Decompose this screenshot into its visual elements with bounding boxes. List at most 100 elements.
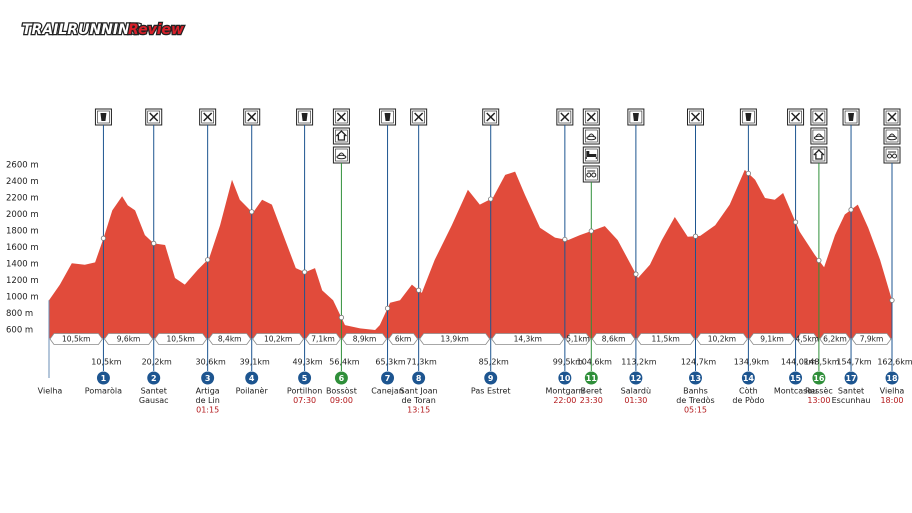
segment-label: 9,6km: [117, 335, 141, 344]
checkpoint-name: Ressèc: [805, 386, 833, 396]
service-icon-inner: [584, 148, 598, 162]
checkpoint-time: 05:15: [684, 406, 707, 415]
station-dot: [692, 233, 699, 239]
icon-cutlery: [336, 112, 346, 122]
segment-box: [491, 333, 565, 345]
checkpoint-time: 23:30: [580, 396, 603, 405]
service-icon-inner: [412, 110, 425, 124]
icon-cup: [100, 113, 107, 121]
checkpoint-number: 14: [743, 374, 755, 383]
station-dot: [633, 271, 639, 277]
segment-label: 8,9km: [353, 335, 377, 344]
icon-plate: [337, 152, 345, 157]
service-icon-inner: [742, 110, 755, 124]
segment-label: 7,9km: [860, 335, 884, 344]
service-icon-inner: [335, 110, 348, 124]
service-icon-inner: [629, 110, 643, 124]
checkpoint-time: 09:00: [330, 396, 353, 405]
icon-shower: [586, 172, 592, 178]
checkpoint-time: 13:15: [407, 406, 430, 415]
km-label: 85,2km: [479, 358, 509, 367]
checkpoint-name: Bossòst: [326, 386, 357, 396]
checkpoint-marker: [629, 371, 643, 385]
service-icon: [582, 165, 600, 183]
y-tick-label: 800 m: [6, 309, 33, 319]
checkpoint-number: 1: [101, 374, 107, 383]
segment-box: [636, 333, 696, 345]
service-icon-inner: [97, 110, 110, 124]
station-dot: [416, 287, 422, 293]
checkpoint-name: Montgarri: [546, 387, 585, 396]
icon-plate: [815, 133, 823, 138]
checkpoint-marker: [245, 371, 259, 385]
service-icon-inner: [885, 110, 899, 124]
checkpoint-marker: [844, 371, 858, 385]
service-icon-inner: [558, 110, 572, 124]
logo-text: TRAILRUNNING: [22, 22, 141, 38]
segment-label: 5,1km: [566, 335, 590, 344]
elevation-area: [49, 169, 892, 339]
checkpoint-name: Artiga: [196, 387, 220, 396]
station-dot: [848, 207, 854, 213]
y-tick-label: 1400 m: [6, 260, 39, 270]
service-icon-inner: [335, 148, 348, 162]
segment-label: 8,4km: [218, 335, 242, 344]
checkpoint-name: Escunhau: [832, 396, 871, 405]
checkpoint-number: 8: [416, 374, 422, 383]
station-dot: [588, 228, 594, 234]
station-dot: [562, 236, 568, 243]
checkpoint-marker: [741, 371, 755, 385]
icon-cutlery: [247, 112, 257, 122]
station-dot: [151, 240, 157, 246]
segment-label: 4,5km: [795, 335, 819, 344]
checkpoint-time: 22:00: [553, 396, 576, 405]
checkpoint-name: Santet: [838, 387, 864, 396]
checkpoint-number: 18: [886, 374, 898, 383]
icon-cutlery: [887, 112, 897, 122]
checkpoint-name: de Lin: [195, 396, 219, 405]
segment-box: [208, 333, 252, 345]
service-icon-inner: [844, 110, 858, 124]
service-icon-inner: [885, 129, 899, 143]
checkpoint-marker: [334, 371, 348, 385]
segment-box: [154, 333, 208, 345]
km-label: 30,6km: [196, 358, 226, 367]
checkpoint-marker: [812, 371, 826, 385]
icon-cutlery: [486, 112, 496, 122]
checkpoint-marker: [789, 371, 803, 385]
checkpoint-marker: [96, 371, 110, 385]
checkpoint-number: 5: [302, 374, 308, 383]
y-tick-label: 1000 m: [6, 293, 39, 303]
station-dot: [745, 170, 751, 177]
logo-text: Review: [128, 22, 184, 38]
icon-cup: [301, 113, 308, 121]
checkpoint-marker: [381, 371, 395, 385]
checkpoint-time: 01:15: [196, 406, 219, 415]
icon-house: [813, 149, 825, 160]
service-icon-inner: [689, 110, 702, 124]
checkpoint-number: 10: [559, 374, 571, 383]
service-icon-inner: [201, 110, 214, 124]
service-icon-inner: [335, 129, 348, 143]
icon-cutlery: [814, 112, 824, 122]
segment-label: 9,1km: [760, 335, 784, 344]
segment-label: 6,2km: [823, 335, 847, 344]
checkpoint-name: Banhs: [683, 387, 708, 396]
segment-label: 8,6km: [602, 335, 626, 344]
checkpoint-number: 6: [339, 374, 345, 383]
icon-cutlery: [203, 112, 213, 122]
segment-label: 7,1km: [311, 335, 335, 344]
icon-cutlery: [586, 112, 596, 122]
icon-plate: [887, 135, 897, 141]
checkpoint-marker: [584, 371, 598, 385]
icon-bed: [586, 154, 597, 157]
service-icon-inner: [298, 110, 311, 124]
checkpoint-name: de Tredòs: [676, 395, 714, 405]
checkpoint-time: 18:00: [880, 396, 903, 405]
service-icon-inner: [147, 110, 161, 124]
service-icon-inner: [584, 167, 598, 181]
station-dot: [792, 219, 799, 225]
km-label: 65,3km: [375, 358, 405, 367]
checkpoint-number: 17: [845, 374, 856, 383]
